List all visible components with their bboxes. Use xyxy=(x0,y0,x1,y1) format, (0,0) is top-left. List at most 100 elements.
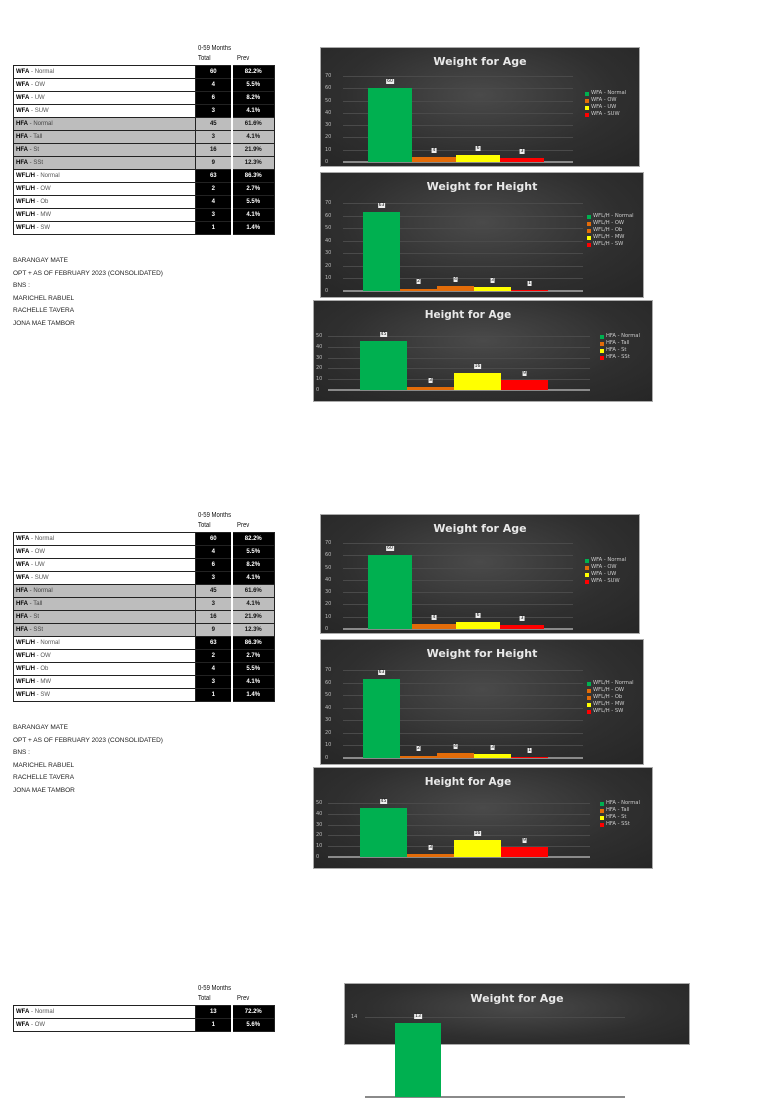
prevalence-cell: 86.3% xyxy=(230,169,275,183)
legend-swatch-icon xyxy=(587,235,591,240)
legend-label: WFL/H - Normal xyxy=(593,680,634,686)
separator: - xyxy=(29,562,35,568)
y-tick: 50 xyxy=(316,800,323,806)
bar xyxy=(501,380,548,390)
total-cell: 63 xyxy=(195,169,232,183)
table-group-header: 0-59 Months xyxy=(198,512,232,519)
data-label: 16 xyxy=(473,830,482,836)
indicator-code: HFA xyxy=(16,588,28,594)
legend-swatch-icon xyxy=(587,695,591,700)
separator: - xyxy=(35,666,41,672)
category: Ob xyxy=(40,666,49,672)
bar xyxy=(437,752,474,758)
prevalence-cell: 5.5% xyxy=(230,662,275,676)
separator: - xyxy=(29,82,35,88)
legend-item: WFA - UW xyxy=(585,571,626,578)
y-tick: 40 xyxy=(325,704,332,711)
y-tick: 20 xyxy=(325,601,332,608)
prevalence-cell: 5.5% xyxy=(230,78,275,92)
legend-swatch-icon xyxy=(600,801,604,806)
total-cell: 16 xyxy=(195,610,232,624)
total-cell: 1 xyxy=(195,1018,232,1032)
y-tick: 10 xyxy=(325,275,332,282)
chart-legend: WFL/H - Normal WFL/H - OW WFL/H - Ob WFL/H … xyxy=(587,213,634,248)
legend-label: HFA - Tall xyxy=(606,340,630,346)
y-tick: 30 xyxy=(316,354,323,361)
total-cell: 1 xyxy=(195,221,232,235)
prevalence-cell: 8.2% xyxy=(230,91,275,105)
data-label: 4 xyxy=(453,743,458,749)
chart-weight-for-age: Weight for Age 0 10 20 30 40 50 60 70 60 4 6 3 WFA - … xyxy=(320,514,640,634)
table-row: HFA - St 16 21.9% xyxy=(12,143,275,157)
total-cell: 16 xyxy=(195,143,232,157)
separator: - xyxy=(35,692,41,698)
category: Normal xyxy=(34,69,55,75)
indicator-code: WFL/H xyxy=(16,225,35,231)
total-cell: 9 xyxy=(195,156,232,170)
legend-item: WFL/H - SW xyxy=(587,708,634,715)
chart-title: Weight for Age xyxy=(433,55,527,68)
separator: - xyxy=(35,186,41,192)
legend-item: WFL/H - OW xyxy=(587,220,634,227)
category: OW xyxy=(40,186,51,192)
category: MW xyxy=(40,679,52,685)
category: OW xyxy=(34,82,46,88)
y-tick: 70 xyxy=(325,540,332,546)
separator: - xyxy=(29,1009,35,1015)
data-label: 3 xyxy=(519,616,525,622)
bar xyxy=(454,839,501,857)
row-label: HFA - SSt xyxy=(12,156,197,170)
bar xyxy=(437,285,474,291)
prevalence-cell: 86.3% xyxy=(230,636,275,650)
separator: - xyxy=(29,536,35,542)
total-cell: 4 xyxy=(195,78,232,92)
gridline xyxy=(343,112,573,114)
category: Tall xyxy=(33,601,43,607)
bar xyxy=(474,287,511,291)
plot-area: 0 10 20 30 40 50 45 3 16 9 xyxy=(316,332,590,393)
y-tick: 14 xyxy=(351,1014,358,1020)
table-row: WFL/H - Normal 63 86.3% xyxy=(12,636,275,650)
category: SSt xyxy=(33,160,44,166)
total-cell: 45 xyxy=(195,117,232,131)
category: OW xyxy=(34,1022,46,1028)
category: MW xyxy=(40,212,52,218)
legend-label: WFL/H - OW xyxy=(593,687,625,693)
legend-label: WFL/H - OW xyxy=(593,220,625,226)
y-tick: 0 xyxy=(316,854,320,860)
legend-swatch-icon xyxy=(585,565,589,570)
bar xyxy=(511,756,548,758)
row-label: WFA - SUW xyxy=(12,571,197,585)
x-axis xyxy=(343,290,583,292)
total-cell: 60 xyxy=(195,532,232,546)
legend-item: WFL/H - Ob xyxy=(587,694,634,701)
prevalence-cell: 4.1% xyxy=(230,130,275,144)
bar xyxy=(360,808,407,857)
note-line: OPT + AS OF FEBRUARY 2023 (CONSOLIDATED) xyxy=(13,269,163,277)
total-cell: 3 xyxy=(195,104,232,118)
total-cell: 2 xyxy=(195,649,232,663)
column-header-total: Total xyxy=(198,995,211,1002)
table-row: WFA - SUW 3 4.1% xyxy=(12,104,275,118)
prevalence-cell: 4.1% xyxy=(230,104,275,118)
legend-swatch-icon xyxy=(585,579,589,584)
legend-swatch-icon xyxy=(587,242,591,247)
plot-area: 0 10 20 30 40 50 60 70 63 2 4 3 1 xyxy=(325,200,583,294)
total-cell: 9 xyxy=(195,623,232,637)
total-cell: 3 xyxy=(195,675,232,689)
legend-swatch-icon xyxy=(587,709,591,714)
legend-label: WFA - OW xyxy=(591,97,617,103)
bar xyxy=(501,847,548,857)
row-label: WFL/H - MW xyxy=(12,208,197,222)
bar xyxy=(511,289,548,291)
legend-label: WFL/H - Ob xyxy=(593,694,623,700)
separator: - xyxy=(28,134,34,140)
table-group-header: 0-59 Months xyxy=(198,45,232,52)
plot-area: 0 10 20 30 40 50 60 70 60 4 6 3 xyxy=(325,73,573,165)
legend-item: WFA - UW xyxy=(585,104,626,111)
prevalence-cell: 2.7% xyxy=(230,182,275,196)
table-row: WFA - UW 6 8.2% xyxy=(12,91,275,105)
y-tick: 0 xyxy=(325,159,329,165)
data-label: 45 xyxy=(379,799,388,805)
row-label: WFA - Normal xyxy=(12,1005,197,1019)
